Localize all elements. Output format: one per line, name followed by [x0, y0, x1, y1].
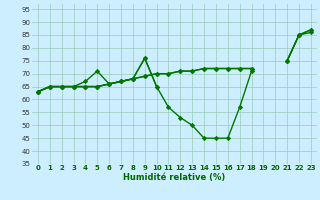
- X-axis label: Humidité relative (%): Humidité relative (%): [123, 173, 226, 182]
